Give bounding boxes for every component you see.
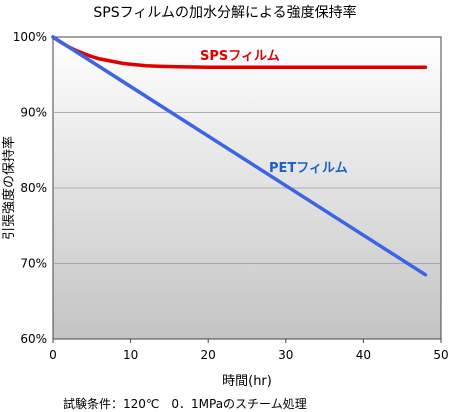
series-layer — [51, 35, 428, 277]
x-tick-label: 50 — [433, 348, 448, 362]
x-tick-label: 0 — [49, 348, 57, 362]
x-tick-label: 30 — [278, 348, 293, 362]
y-tick-label: 60% — [20, 332, 47, 346]
series-label-pet: PETフィルム — [269, 161, 348, 176]
chart-title: SPSフィルムの加水分解による強度保持率 — [93, 4, 356, 21]
x-tick-label: 40 — [356, 348, 371, 362]
y-tick-label: 80% — [20, 181, 47, 195]
x-tick-label: 20 — [201, 348, 216, 362]
y-axis-label: 引張強度の保持率 — [1, 136, 17, 240]
y-tick-label: 70% — [20, 257, 47, 271]
grid — [53, 112, 441, 264]
y-tick-label: 90% — [20, 106, 47, 120]
series-line-pet — [51, 35, 428, 277]
x-axis-ticks: 0 10 20 30 40 50 — [49, 339, 449, 362]
footnote: 試験条件：120℃ 0．1MPaのスチーム処理 — [63, 396, 307, 411]
x-tick-label: 10 — [123, 348, 138, 362]
series-label-sps: SPSフィルム — [200, 49, 280, 64]
y-axis-ticks: 60% 70% 80% 90% 100% — [13, 30, 47, 346]
x-axis-label: 時間(hr) — [222, 374, 272, 389]
y-tick-label: 100% — [13, 30, 47, 44]
